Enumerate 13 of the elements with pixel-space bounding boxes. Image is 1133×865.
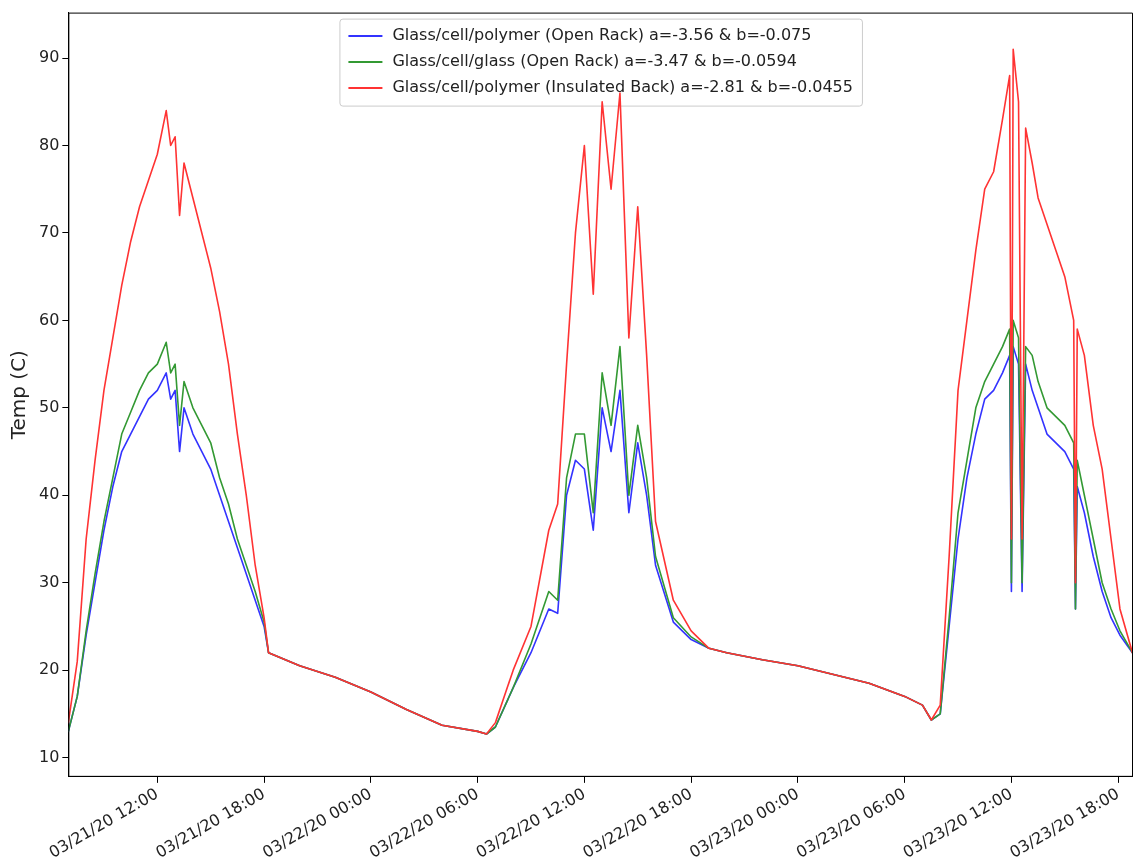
legend-label: Glass/cell/polymer (Open Rack) a=-3.56 & b=-0.075: [392, 25, 812, 45]
y-tick-label: 10: [39, 746, 60, 766]
legend-label: Glass/cell/polymer (Insulated Back) a=-2.81 & b=-0.0455: [392, 77, 853, 97]
y-tick-label: 40: [39, 484, 60, 504]
y-tick-label: 70: [39, 222, 60, 242]
y-axis-title: Temp (C): [6, 350, 31, 441]
y-tick-label: 20: [39, 659, 60, 679]
y-tick-label: 60: [39, 309, 60, 329]
y-tick-label: 90: [39, 47, 60, 67]
legend-label: Glass/cell/glass (Open Rack) a=-3.47 & b=-0.0594: [392, 51, 797, 71]
y-tick-label: 50: [39, 397, 60, 416]
y-tick-label: 80: [39, 134, 60, 154]
y-tick-label: 30: [39, 571, 60, 591]
